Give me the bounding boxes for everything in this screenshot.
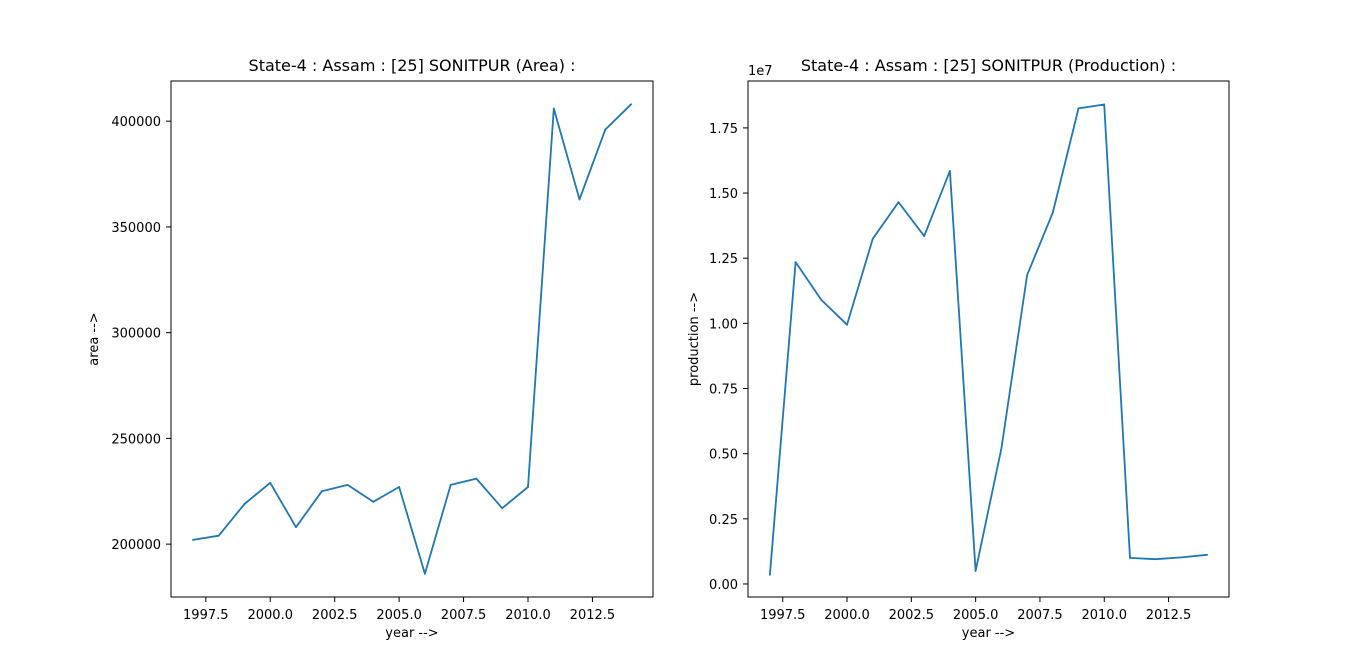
series: [768, 103, 1209, 576]
x-tick-label: 2005.0: [376, 608, 422, 623]
data-point: [1180, 556, 1183, 559]
y-tick-label: 0.25: [709, 513, 738, 528]
data-point: [923, 235, 926, 237]
data-point: [897, 201, 900, 204]
y-tick-label: 200000: [111, 538, 161, 553]
x-axis-label: year -->: [385, 626, 438, 641]
x-axis-label: year -->: [962, 626, 1015, 641]
y-tick-label: 350000: [111, 221, 161, 236]
y-tick-label: 0.50: [709, 448, 738, 463]
production-chart: State-4 : Assam : [25] SONITPUR (Product…: [687, 56, 1230, 641]
series-line: [769, 103, 1208, 575]
y-tick-label: 250000: [111, 432, 161, 447]
data-point: [552, 107, 555, 110]
data-point: [949, 170, 951, 172]
data-point: [578, 198, 581, 201]
data-point: [269, 481, 272, 484]
x-tick-label: 2002.5: [889, 608, 935, 623]
data-point: [295, 526, 297, 529]
data-point: [1026, 274, 1028, 277]
data-point: [192, 539, 194, 541]
data-point: [1154, 558, 1157, 561]
data-point: [794, 261, 797, 264]
x-tick-label: 2000.0: [824, 608, 870, 623]
data-point: [475, 477, 478, 480]
data-point: [1000, 447, 1003, 450]
y-tick-label: 1.50: [709, 187, 738, 202]
series-line: [192, 103, 632, 575]
x-tick-label: 2007.5: [441, 608, 487, 623]
axis-ticks: 1997.5 2000.0 2002.5 2005.0 2007.5 2010.0 2012…: [709, 122, 1191, 623]
data-point: [1206, 553, 1209, 556]
y-axis-label: production -->: [687, 292, 702, 386]
data-point: [1103, 103, 1106, 106]
plot-frame: [747, 80, 1230, 598]
x-tick-label: 2012.5: [570, 608, 616, 623]
data-point: [974, 570, 977, 572]
data-point: [372, 500, 375, 503]
x-tick-label: 1997.5: [760, 608, 806, 623]
y-tick-label: 300000: [111, 327, 161, 342]
y-tick-label: 0.00: [709, 578, 738, 593]
x-tick-label: 2010.0: [505, 608, 551, 623]
x-tick-label: 2007.5: [1017, 608, 1063, 623]
x-tick-label: 2002.5: [312, 608, 358, 623]
y-axis-label: area -->: [87, 312, 102, 365]
y-tick-label: 1.00: [709, 317, 738, 332]
axis-ticks: 1997.5 2000.0 2002.5 2005.0 2007.5 2010.0 2012…: [111, 115, 615, 623]
y-tick-label: 1.25: [709, 252, 738, 267]
x-tick-label: 1997.5: [183, 608, 229, 623]
data-point: [320, 490, 323, 493]
data-point: [243, 503, 246, 505]
data-point: [820, 299, 823, 301]
y-tick-label: 1.75: [709, 122, 738, 137]
plot-frame: [170, 80, 654, 598]
area-chart: State-4 : Assam : [25] SONITPUR (Area) :…: [87, 56, 654, 641]
x-tick-label: 2000.0: [247, 608, 293, 623]
data-point: [449, 484, 452, 486]
y-tick-label: 0.75: [709, 383, 738, 398]
y-tick-label: 400000: [111, 115, 161, 130]
x-tick-label: 2005.0: [953, 608, 999, 623]
x-tick-label: 2010.0: [1081, 608, 1127, 623]
data-point: [1077, 107, 1080, 110]
chart-title: State-4 : Assam : [25] SONITPUR (Area) :: [249, 56, 576, 75]
data-point: [1051, 211, 1054, 214]
data-point: [871, 237, 874, 240]
chart-title: State-4 : Assam : [25] SONITPUR (Product…: [801, 56, 1176, 75]
data-point: [1129, 557, 1131, 559]
y-axis-offset-label: 1e7: [748, 64, 773, 79]
data-point: [346, 484, 349, 486]
data-point: [217, 534, 220, 537]
series: [192, 103, 632, 575]
data-point: [501, 507, 504, 510]
data-point: [398, 486, 401, 488]
data-point: [527, 486, 529, 488]
data-point: [846, 323, 848, 326]
data-point: [423, 572, 426, 575]
data-point: [604, 128, 607, 131]
data-point: [768, 573, 771, 576]
x-tick-label: 2012.5: [1146, 608, 1192, 623]
data-point: [630, 103, 632, 106]
